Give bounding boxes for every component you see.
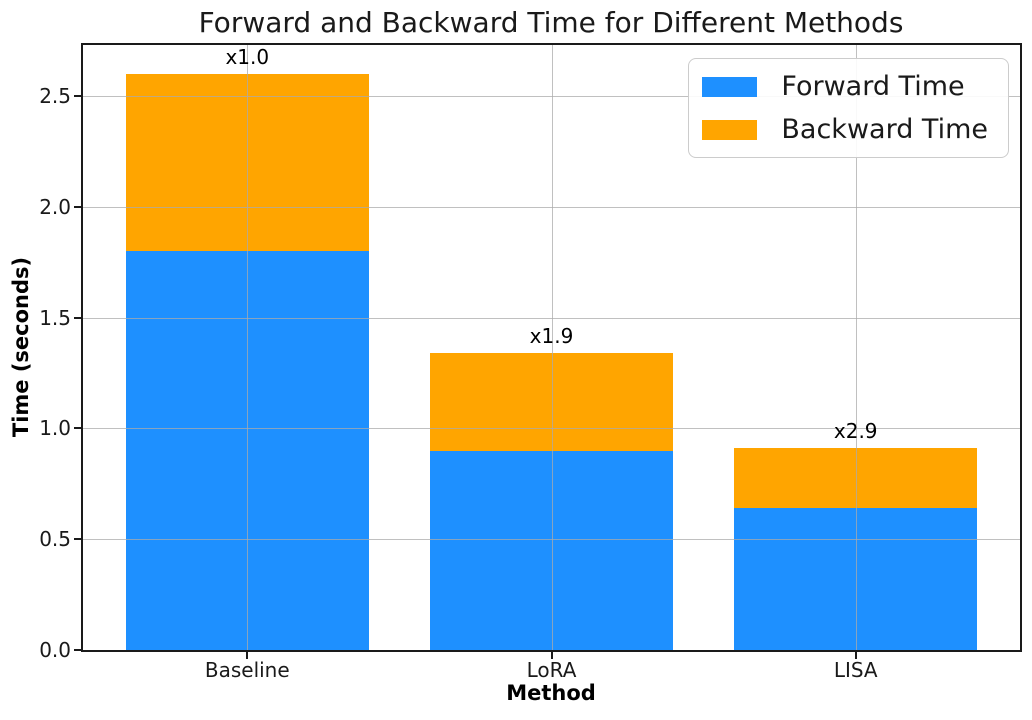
legend-swatch-icon bbox=[702, 76, 758, 97]
x-gridline bbox=[551, 45, 553, 650]
plot-area: 0.0 0.5 1.0 1.5 2.0 2.5 Baseline LoRA LISA x1.0 x… bbox=[39, 43, 1022, 682]
legend-label: Backward Time bbox=[781, 114, 988, 145]
legend-item: Forward Time bbox=[702, 71, 988, 102]
chart-title: Forward and Backward Time for Different … bbox=[198, 6, 904, 39]
bar-speedup-annotation: x1.0 bbox=[225, 44, 270, 69]
bar-speedup-annotation: x1.9 bbox=[529, 324, 574, 349]
bar-speedup-annotation: x2.9 bbox=[833, 419, 878, 444]
legend: Forward Time Backward Time bbox=[688, 58, 1009, 158]
x-axis-label: Method bbox=[506, 681, 596, 705]
y-tick-label: 2.5 bbox=[39, 83, 71, 108]
y-tick-label: 1.5 bbox=[39, 305, 71, 330]
y-tick-mark bbox=[74, 538, 81, 541]
y-tick-mark bbox=[74, 427, 81, 430]
y-tick-mark bbox=[74, 205, 81, 208]
x-tick-mark bbox=[854, 652, 857, 659]
y-tick-label: 2.0 bbox=[39, 194, 71, 219]
y-axis-label: Time (seconds) bbox=[9, 256, 33, 438]
bar-lora-forward-time bbox=[429, 450, 674, 650]
x-gridline bbox=[247, 45, 249, 650]
x-tick-mark bbox=[246, 652, 249, 659]
x-tick-label-baseline: Baseline bbox=[204, 658, 290, 682]
y-tick-label: 0.0 bbox=[39, 638, 71, 662]
y-tick-mark bbox=[74, 94, 81, 97]
legend-item: Backward Time bbox=[702, 114, 988, 145]
legend-label: Forward Time bbox=[781, 71, 965, 102]
y-tick-mark bbox=[74, 316, 81, 319]
y-tick-mark bbox=[74, 649, 81, 651]
bar-lora-backward-time bbox=[429, 353, 674, 451]
y-tick-label: 0.5 bbox=[39, 527, 71, 552]
x-tick-label-lora: LoRA bbox=[526, 658, 577, 682]
x-tick-mark bbox=[550, 652, 553, 659]
x-tick-label-lisa: LISA bbox=[833, 658, 878, 682]
x-gridline bbox=[855, 45, 857, 650]
y-tick-label: 1.0 bbox=[39, 416, 71, 441]
legend-swatch-icon bbox=[702, 119, 758, 140]
